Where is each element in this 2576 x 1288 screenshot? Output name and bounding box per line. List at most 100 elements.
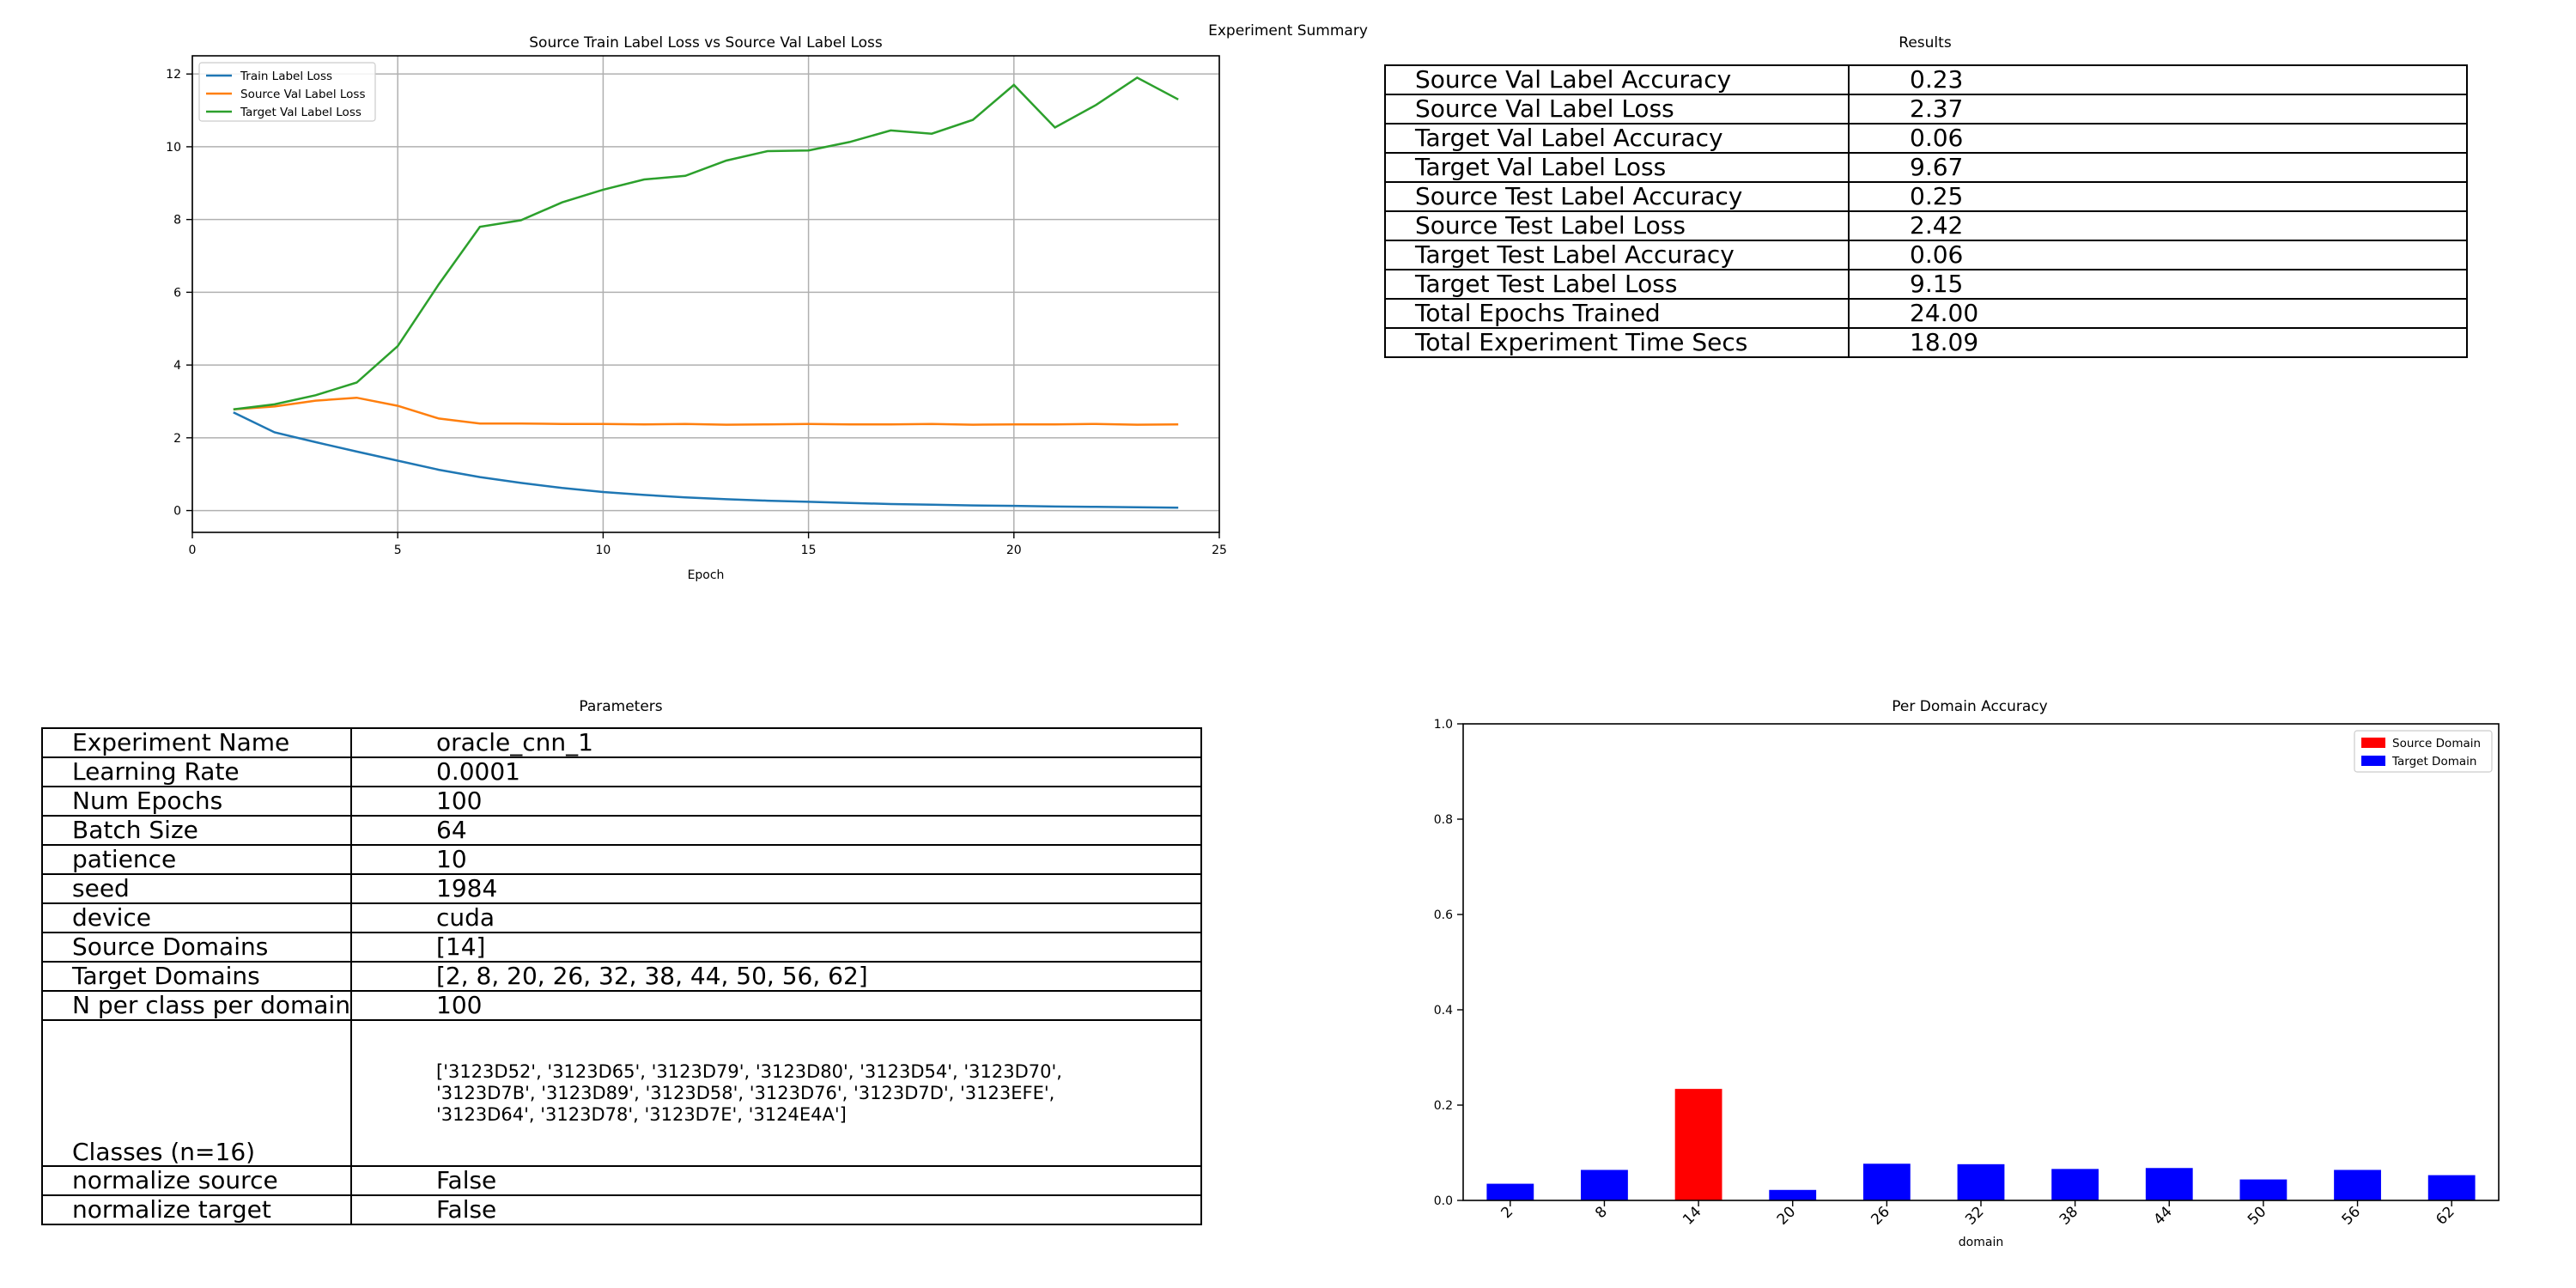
legend-label: Target Domain: [2391, 755, 2476, 769]
parameters-key: Experiment Name: [41, 727, 352, 758]
parameters-row: Classes (n=16) ['3123D52', '3123D65', '31…: [41, 1019, 1202, 1167]
parameters-value: 0.0001: [350, 756, 1202, 787]
parameters-table: Experiment Name oracle_cnn_1 Learning Rate…: [41, 727, 1202, 1225]
parameters-key: normalize target: [41, 1194, 352, 1225]
results-key: Source Val Label Loss: [1384, 94, 1850, 125]
parameters-row: seed 1984: [41, 873, 1202, 904]
parameters-value: cuda: [350, 902, 1202, 933]
plot-frame: [191, 55, 1220, 533]
y-tick-label: 6: [173, 286, 181, 300]
legend-swatch: [2361, 738, 2385, 748]
results-value: 9.67: [1848, 152, 2468, 183]
series-line-2: [233, 76, 1179, 411]
x-tick-label: 2: [1498, 1203, 1517, 1222]
x-tick-label: 56: [2339, 1203, 2364, 1228]
x-tick-label: 25: [1212, 544, 1227, 557]
results-key: Target Val Label Accuracy: [1384, 123, 1850, 154]
parameters-value: 1984: [350, 873, 1202, 904]
parameters-value: [2, 8, 20, 26, 32, 38, 44, 50, 56, 62]: [350, 961, 1202, 992]
results-value: 0.06: [1848, 123, 2468, 154]
results-row: Source Val Label Loss 2.37: [1384, 94, 2468, 125]
results-value: 24.00: [1848, 298, 2468, 329]
y-tick-label: 0.4: [1434, 1004, 1453, 1018]
results-row: Target Test Label Accuracy 0.06: [1384, 240, 2468, 270]
legend-label: Source Val Label Loss: [240, 88, 365, 101]
parameters-row: normalize target False: [41, 1194, 1202, 1225]
parameters-value: [14]: [350, 932, 1202, 963]
results-value: 0.25: [1848, 181, 2468, 212]
parameters-value: 10: [350, 844, 1202, 875]
x-tick-label: 15: [801, 544, 817, 557]
parameters-row: Target Domains [2, 8, 20, 26, 32, 38, 44,…: [41, 961, 1202, 992]
results-row: Source Test Label Loss 2.42: [1384, 210, 2468, 241]
series-line-0: [233, 411, 1179, 509]
parameters-value: 64: [350, 815, 1202, 846]
bar-2: [1486, 1183, 1534, 1200]
bar-32: [1957, 1163, 2005, 1200]
results-value: 9.15: [1848, 269, 2468, 300]
parameters-key: N per class per domain: [41, 990, 352, 1021]
parameters-key: Batch Size: [41, 815, 352, 846]
y-tick-label: 0: [173, 505, 181, 519]
bar-38: [2051, 1169, 2099, 1200]
bar-20: [1769, 1189, 1817, 1200]
results-value: 2.42: [1848, 210, 2468, 241]
results-key: Target Test Label Loss: [1384, 269, 1850, 300]
results-table: Source Val Label Accuracy 0.23 Source Val …: [1384, 64, 2468, 358]
results-value: 18.09: [1848, 327, 2468, 358]
results-row: Target Val Label Loss 9.67: [1384, 152, 2468, 183]
legend-box: [2354, 730, 2493, 773]
bar-chart: 0.0 0.2 0.4 0.6 0.8 1.0 2 8 14 20 26 32 38 44 50 56 62 do…: [1434, 718, 2500, 1249]
parameters-row: Experiment Name oracle_cnn_1: [41, 727, 1202, 758]
x-tick-label: 38: [2057, 1203, 2081, 1228]
x-tick-label: 14: [1680, 1203, 1704, 1228]
legend-label: Source Domain: [2392, 737, 2481, 750]
x-tick-label: 50: [2245, 1203, 2269, 1228]
parameters-key: seed: [41, 873, 352, 904]
results-key: Source Test Label Accuracy: [1384, 181, 1850, 212]
x-tick-label: 20: [1774, 1203, 1799, 1228]
results-key: Total Epochs Trained: [1384, 298, 1850, 329]
x-tick-label: 10: [595, 544, 611, 557]
parameters-key: Classes (n=16): [41, 1019, 352, 1167]
parameters-value: False: [350, 1165, 1202, 1196]
results-title: Results: [1899, 34, 1952, 52]
x-tick-label: 26: [1868, 1203, 1893, 1228]
results-row: Target Test Label Loss 9.15: [1384, 269, 2468, 300]
bar-62: [2427, 1175, 2476, 1200]
figure-title: Experiment Summary: [1208, 22, 1368, 39]
y-tick-label: 8: [173, 214, 181, 228]
results-key: Target Val Label Loss: [1384, 152, 1850, 183]
y-tick-label: 12: [166, 68, 181, 82]
legend-label: Train Label Loss: [240, 70, 332, 83]
parameters-value: 100: [350, 990, 1202, 1021]
x-tick-label: 0: [189, 544, 197, 557]
results-row: Source Val Label Accuracy 0.23: [1384, 64, 2468, 95]
parameters-value: oracle_cnn_1: [350, 727, 1202, 758]
series-line-1: [233, 396, 1179, 426]
parameters-value: 100: [350, 786, 1202, 817]
results-row: Total Epochs Trained 24.00: [1384, 298, 2468, 329]
parameters-row: Num Epochs 100: [41, 786, 1202, 817]
parameters-value: False: [350, 1194, 1202, 1225]
y-tick-label: 2: [173, 432, 181, 446]
y-tick-label: 0.2: [1434, 1099, 1453, 1113]
parameters-row: normalize source False: [41, 1165, 1202, 1196]
results-value: 0.23: [1848, 64, 2468, 95]
y-tick-label: 0.0: [1434, 1194, 1453, 1208]
results-row: Target Val Label Accuracy 0.06: [1384, 123, 2468, 154]
parameters-key: Learning Rate: [41, 756, 352, 787]
parameters-key: Target Domains: [41, 961, 352, 992]
x-tick-label: 62: [2433, 1203, 2458, 1228]
y-tick-label: 10: [166, 141, 181, 155]
parameters-row: Batch Size 64: [41, 815, 1202, 846]
x-tick-label: 32: [1962, 1203, 1987, 1228]
y-tick-label: 0.8: [1434, 813, 1453, 827]
results-value: 2.37: [1848, 94, 2468, 125]
bar-8: [1581, 1170, 1628, 1200]
y-tick-label: 1.0: [1434, 718, 1453, 732]
x-axis-label: Epoch: [688, 568, 725, 582]
parameters-row: patience 10: [41, 844, 1202, 875]
results-key: Target Test Label Accuracy: [1384, 240, 1850, 270]
legend-label: Target Val Label Loss: [240, 106, 361, 119]
